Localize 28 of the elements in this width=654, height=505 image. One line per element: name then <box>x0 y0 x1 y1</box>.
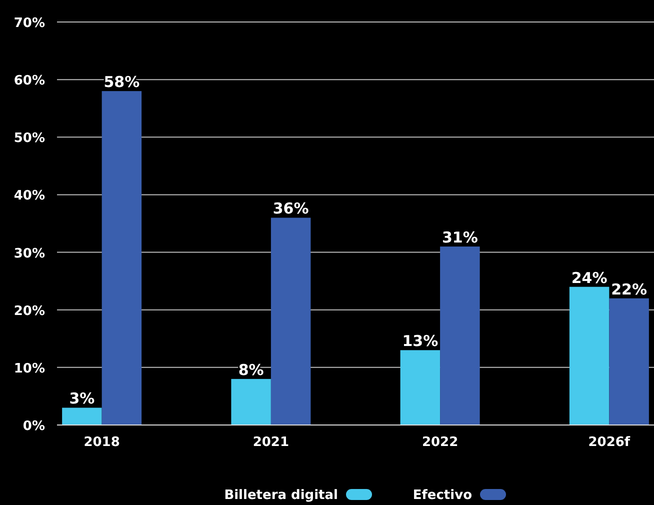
data-label: 36% <box>272 200 309 218</box>
x-tick-label: 2022 <box>422 435 458 450</box>
bar <box>270 218 311 425</box>
bar <box>102 91 142 425</box>
y-tick-label: 70% <box>14 16 45 31</box>
legend-label: Billetera digital <box>224 488 338 503</box>
y-tick-label: 0% <box>22 419 45 434</box>
bar <box>569 286 610 425</box>
y-tick-label: 60% <box>14 74 45 89</box>
data-label: 22% <box>611 280 648 298</box>
data-label: 24% <box>571 268 608 287</box>
x-tick-label: 2026f <box>588 435 630 450</box>
y-tick-label: 10% <box>14 361 45 376</box>
y-tick-label: 20% <box>14 304 45 319</box>
x-tick-label: 2018 <box>84 435 120 450</box>
data-label: 3% <box>69 390 95 408</box>
bar <box>231 378 271 425</box>
y-tick-label: 40% <box>14 188 45 204</box>
data-label: 31% <box>442 228 478 247</box>
bar <box>440 246 480 425</box>
y-tick-label: 30% <box>14 246 45 262</box>
y-tick-label: 50% <box>14 131 45 146</box>
bar <box>62 408 102 425</box>
bar <box>609 298 649 425</box>
bar <box>400 350 440 425</box>
x-tick-label: 2021 <box>252 435 290 450</box>
data-label: 13% <box>402 332 438 350</box>
legend-label: Efectivo <box>412 488 472 503</box>
